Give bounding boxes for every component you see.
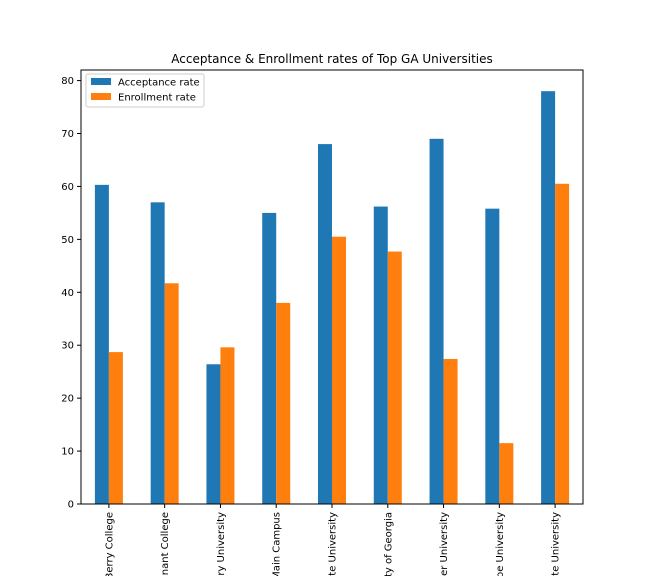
y-tick-label: 70 <box>61 129 74 140</box>
bar-enrollment-rate-6 <box>443 358 458 504</box>
legend-swatch <box>91 93 111 100</box>
x-tick-label: ty of Georgia <box>383 512 394 576</box>
bar-acceptance-rate-3 <box>262 212 277 504</box>
bar-enrollment-rate-0 <box>108 352 123 504</box>
x-tick-label: pe University <box>495 512 506 576</box>
y-axis: 0 10 20 30 40 50 60 70 80 <box>61 76 81 511</box>
bar-enrollment-rate-8 <box>555 183 570 505</box>
x-tick-label: er University <box>439 512 450 576</box>
legend-label: Acceptance rate <box>118 78 200 89</box>
y-tick-label: 20 <box>61 394 74 405</box>
x-tick-label: Main Campus <box>272 512 283 576</box>
bar-acceptance-rate-1 <box>150 202 165 504</box>
y-tick-label: 80 <box>61 76 74 87</box>
bars-group <box>94 91 570 505</box>
x-axis: Berry College nant College ry University Ma… <box>104 504 562 576</box>
bar-enrollment-rate-7 <box>499 443 514 504</box>
bar-acceptance-rate-6 <box>429 138 444 504</box>
x-tick-label: te University <box>551 512 562 576</box>
y-tick-label: 60 <box>61 182 74 193</box>
x-tick-label: te University <box>328 512 339 576</box>
bar-enrollment-rate-5 <box>387 251 402 504</box>
bar-acceptance-rate-2 <box>206 364 221 504</box>
y-tick-label: 10 <box>61 447 74 458</box>
bar-acceptance-rate-7 <box>485 208 500 505</box>
bar-acceptance-rate-8 <box>541 91 556 505</box>
bar-enrollment-rate-3 <box>276 302 291 504</box>
bar-acceptance-rate-4 <box>318 144 332 504</box>
y-tick-label: 0 <box>68 500 74 511</box>
legend-swatch <box>91 78 111 85</box>
y-tick-label: 30 <box>61 341 74 352</box>
x-tick-label: Berry College <box>104 512 115 576</box>
bar-acceptance-rate-0 <box>94 184 109 504</box>
x-tick-label: nant College <box>160 512 171 575</box>
legend: Acceptance rate Enrollment rate <box>85 73 205 108</box>
bar-enrollment-rate-1 <box>164 283 179 504</box>
x-tick-label: ry University <box>216 512 227 576</box>
y-tick-label: 50 <box>61 235 74 246</box>
bar-acceptance-rate-5 <box>373 206 388 505</box>
y-tick-label: 40 <box>61 288 74 299</box>
bar-enrollment-rate-2 <box>220 347 235 504</box>
plot-frame <box>80 69 584 505</box>
legend-box <box>85 73 205 108</box>
legend-label: Enrollment rate <box>118 93 196 104</box>
chart-title: Acceptance & Enrollment rates of Top GA … <box>171 52 493 66</box>
bar-enrollment-rate-4 <box>332 236 346 504</box>
